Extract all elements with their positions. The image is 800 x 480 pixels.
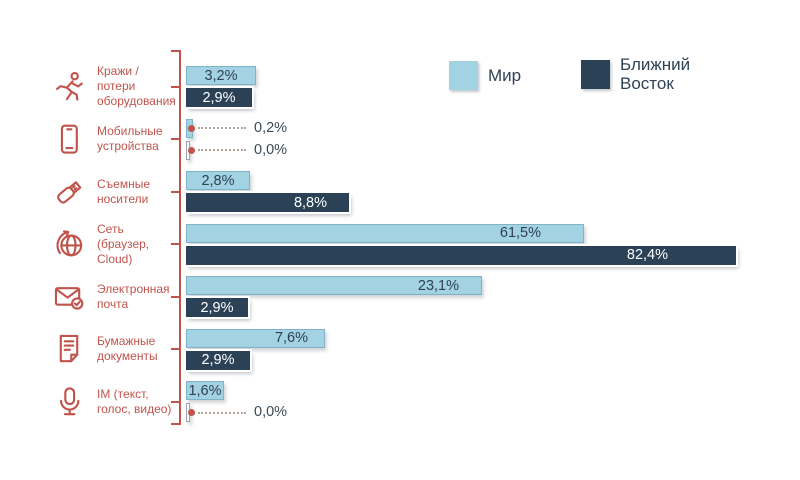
value-label: 0,0% <box>254 141 288 158</box>
leader-dot <box>188 146 195 154</box>
leader-dot <box>188 409 195 416</box>
axis-tick <box>171 295 180 298</box>
value-label: 2,9% <box>201 352 235 368</box>
bar-middle-east: 2,9% <box>186 298 248 317</box>
value-label: 0,0% <box>254 404 288 420</box>
value-label: 2,8% <box>201 172 235 189</box>
value-label: 2,9% <box>202 89 236 106</box>
value-label: 61,5% <box>499 225 541 241</box>
axis-top-cap <box>171 50 181 52</box>
smartphone-icon <box>52 122 86 156</box>
category-label: Бумажные документы <box>97 334 158 363</box>
category-label: Мобильные устройства <box>97 124 163 153</box>
value-label: 1,6% <box>188 382 222 399</box>
legend-label-world: Мир <box>488 65 522 85</box>
paper-document-icon <box>52 332 86 366</box>
microphone-icon <box>52 385 86 419</box>
legend-swatch-world <box>449 61 478 90</box>
bar-world: 1,6% <box>186 381 224 400</box>
bar-middle-east: 2,9% <box>186 350 250 370</box>
axis-tick <box>171 190 180 193</box>
leader-dot <box>188 124 195 132</box>
bar-middle-east: 2,9% <box>186 88 252 107</box>
axis-tick <box>171 243 180 245</box>
globe-arrow-icon <box>52 227 86 261</box>
axis-tick <box>171 138 180 140</box>
value-label: 8,8% <box>293 194 327 211</box>
value-label: 7,6% <box>274 330 308 346</box>
leader-dotted-line <box>198 149 246 151</box>
legend-item-world: Мир <box>449 61 521 90</box>
category-label: Сеть (браузер, Cloud) <box>97 221 150 266</box>
category-label: Съемные носители <box>97 176 151 206</box>
leader-dotted-line <box>198 127 246 129</box>
runner-icon <box>52 70 86 104</box>
value-label: 3,2% <box>204 67 238 84</box>
value-label: 23,1% <box>417 277 459 294</box>
legend-label-middle-east: Ближний Восток <box>620 55 691 94</box>
mail-check-icon <box>52 280 86 314</box>
axis-tick <box>171 85 180 88</box>
bar-world: 23,1% <box>186 276 482 295</box>
category-label: Кражи / потери оборудования <box>97 64 176 108</box>
bar-world: 2,8% <box>186 171 250 190</box>
bar-middle-east: 8,8% <box>186 193 349 212</box>
leader-dotted-line <box>198 411 246 414</box>
bar-world: 7,6% <box>186 328 325 348</box>
legend-swatch-middle-east <box>581 59 610 89</box>
category-label: Электронная почта <box>97 281 170 311</box>
legend-item-middle-east: Ближний Восток <box>581 55 712 93</box>
axis-tick <box>171 348 180 350</box>
bar-rows: 3,2% 2,9% 0,2% 0,0% 2,8% 8,8% 61,5% 82,4% 23,1% 2… <box>186 0 800 480</box>
category-axis-line <box>179 50 181 425</box>
value-label: 2,9% <box>200 299 234 316</box>
usb-drive-icon <box>52 175 86 209</box>
value-label: 82,4% <box>626 247 668 263</box>
axis-tick <box>171 400 180 403</box>
bar-world: 61,5% <box>186 223 584 243</box>
bar-world: 3,2% <box>186 66 256 85</box>
category-label: IM (текст, голос, видео) <box>97 386 172 416</box>
bar-middle-east: 82,4% <box>186 245 736 265</box>
axis-bottom-cap <box>171 423 181 425</box>
value-label: 0,2% <box>254 119 288 136</box>
